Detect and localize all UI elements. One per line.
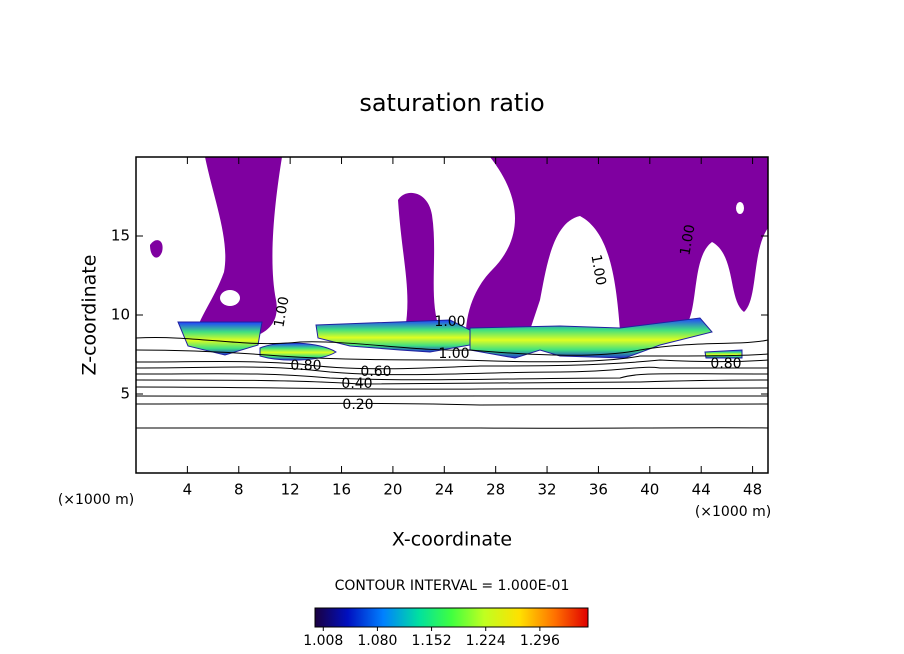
x-tick-label: 4 <box>183 481 193 499</box>
colorbar-tick-label: 1.296 <box>520 633 560 649</box>
x-tick-label: 16 <box>332 481 351 499</box>
contour-label: 1.00 <box>434 314 465 330</box>
contour-label: 0.40 <box>341 376 372 392</box>
y-axis-label: Z-coordinate <box>79 255 101 376</box>
x-unit-label: (×1000 m) <box>695 504 771 520</box>
contour-lines <box>136 337 768 429</box>
contour-label: 1.00 <box>587 253 608 286</box>
x-tick-label: 32 <box>538 481 557 499</box>
x-tick-label: 8 <box>234 481 244 499</box>
x-tick-label: 20 <box>383 481 402 499</box>
contour-interval: CONTOUR INTERVAL = 1.000E-01 <box>335 578 570 594</box>
contour-labels: 1.00 1.00 1.00 1.00 1.00 0.80 0.80 0.60 … <box>271 223 741 413</box>
contour-label: 1.00 <box>438 346 469 362</box>
colorbar-tick-label: 1.008 <box>303 633 343 649</box>
chart-title: saturation ratio <box>359 89 544 117</box>
x-tick-label: 12 <box>281 481 300 499</box>
y-tick-label: 5 <box>120 385 130 403</box>
contour-label: 0.20 <box>342 397 373 413</box>
hole <box>736 202 744 214</box>
colorbar <box>314 607 589 628</box>
saturated-region <box>150 157 768 340</box>
x-tick-label: 40 <box>640 481 659 499</box>
contour-label: 0.80 <box>710 356 741 372</box>
x-tick-label: 44 <box>692 481 711 499</box>
x-axis-label: X-coordinate <box>392 529 512 551</box>
colorbar-tick-label: 1.224 <box>466 633 506 649</box>
x-tick-label: 36 <box>589 481 608 499</box>
contour-label: 0.80 <box>290 358 321 374</box>
contour-label: 0.60 <box>360 364 391 380</box>
y-tick-label: 15 <box>111 227 130 245</box>
contour-label: 1.00 <box>271 295 292 328</box>
colorbar-tick-label: 1.080 <box>357 633 397 649</box>
colorbar-tick-label: 1.152 <box>412 633 452 649</box>
x-tick-label: 28 <box>486 481 505 499</box>
x-tick-label: 24 <box>435 481 454 499</box>
hole <box>220 290 240 306</box>
x-tick-label: 48 <box>743 481 762 499</box>
y-tick-label: 10 <box>111 306 130 324</box>
contour-label: 1.00 <box>677 223 698 256</box>
field <box>136 157 768 429</box>
supersaturated-band <box>177 317 743 361</box>
x-unit-label: (×1000 m) <box>58 492 134 508</box>
